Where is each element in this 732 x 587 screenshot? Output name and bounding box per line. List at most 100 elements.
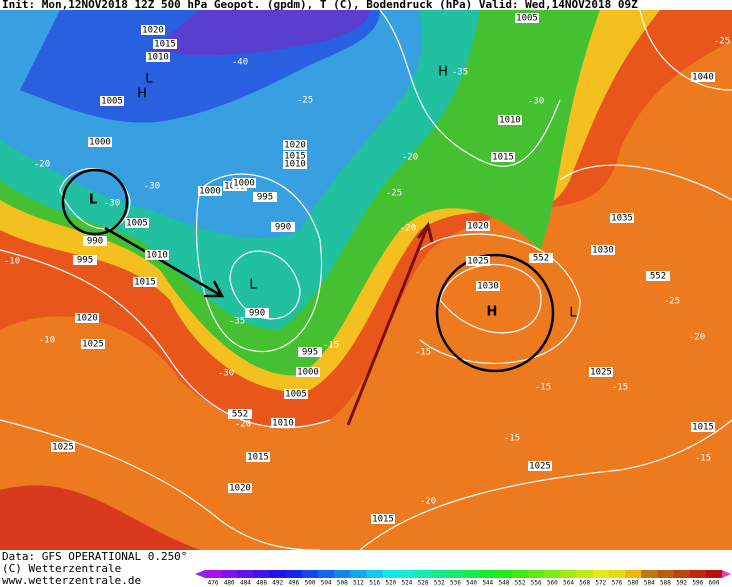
- isobar-label-bg: [253, 192, 277, 202]
- header-text: Init: Mon,12NOV2018 12Z 500 hPa Geopot. …: [2, 0, 638, 11]
- isobar-label: 990: [87, 237, 103, 247]
- colorbar-label: 496: [288, 580, 299, 587]
- field-orange: [0, 40, 732, 550]
- isobar-label-bg: [591, 245, 615, 255]
- colorbar-label: 508: [337, 580, 348, 587]
- temperature-label: -15: [415, 348, 431, 358]
- isobar-label: 1015: [247, 453, 269, 463]
- isobar: [379, 9, 561, 167]
- colorbar-swatch: [366, 570, 384, 578]
- isobar-label: 1020: [76, 314, 98, 324]
- isobar-label-bg: [146, 52, 170, 62]
- colorbar-label: 540: [466, 580, 477, 587]
- temperature-label: -20: [689, 333, 705, 343]
- isobar-label: 552: [650, 272, 666, 282]
- colorbar-label: 504: [321, 580, 332, 587]
- isobar: [0, 419, 321, 551]
- colorbar-label: 488: [256, 580, 267, 587]
- isobar-label: 1020: [142, 26, 164, 36]
- field-violet: [150, 10, 370, 56]
- colorbar-swatch: [447, 570, 464, 578]
- isobar-label-bg: [246, 452, 270, 462]
- isobar-label: 1035: [611, 214, 633, 224]
- temperature-label: -20: [400, 224, 416, 234]
- isobar: [419, 233, 581, 364]
- isobar-label: 552: [232, 410, 248, 420]
- black-arrow: [104, 226, 225, 298]
- colorbar-label: 560: [547, 580, 558, 587]
- isobar-label: 1005: [516, 14, 538, 24]
- isobar-label-bg: [88, 137, 112, 147]
- colorbar-swatch: [221, 570, 238, 578]
- colorbar-swatch: [576, 570, 594, 578]
- isobar: [195, 173, 322, 352]
- colorbar-swatch: [350, 570, 368, 578]
- isobar-label: 1005: [126, 219, 148, 229]
- isobar-label-bg: [491, 152, 515, 162]
- map-field: [0, 9, 732, 551]
- temperature-label: -25: [297, 96, 313, 106]
- isobar-label-bg: [141, 25, 165, 35]
- colorbar-swatch: [269, 570, 287, 578]
- colorbar-swatch: [689, 570, 707, 578]
- isobar-label: 1005: [285, 390, 307, 400]
- isobar-label: 1030: [592, 246, 614, 256]
- isobar-label: 1015: [284, 152, 306, 162]
- isobar-label-bg: [476, 281, 500, 291]
- colorbar-label: 576: [612, 580, 623, 587]
- colorbar-label: 568: [579, 580, 590, 587]
- temperature-label: -30: [104, 199, 120, 209]
- temperature-label: -30: [218, 369, 234, 379]
- colorbar-left-arrow: [195, 570, 205, 578]
- isobar-label: 995: [257, 193, 273, 203]
- colorbar-label: 492: [272, 580, 283, 587]
- isobar-label-bg: [75, 313, 99, 323]
- isobar-label-bg: [100, 96, 124, 106]
- isobar-label: 990: [275, 223, 291, 233]
- isobar-label-bg: [153, 39, 177, 49]
- isobar-label-bg: [284, 389, 308, 399]
- isobar-label-bg: [133, 277, 157, 287]
- isobar: [59, 168, 131, 230]
- colorbar-swatch: [237, 570, 254, 578]
- temperature-label: -25: [664, 297, 680, 307]
- temperature-label: -15: [504, 434, 520, 444]
- pressure-center: L: [569, 306, 577, 321]
- temperature-label: -25: [386, 189, 402, 199]
- isobar-label: 1025: [82, 340, 104, 350]
- colorbar-label: 596: [692, 580, 703, 587]
- colorbar-label: 544: [482, 580, 493, 587]
- colorbar: 476 480 484 488 492 496 500 504 508 512 516 520 524 5…: [195, 570, 731, 587]
- isobar: [439, 264, 542, 334]
- pressure-center: L: [89, 193, 97, 208]
- temperature-label: -15: [695, 454, 711, 464]
- isobar-label: 1015: [154, 40, 176, 50]
- colorbar-label: 588: [660, 580, 671, 587]
- isobar-label-bg: [298, 347, 322, 357]
- isobar-label-bg: [83, 236, 107, 246]
- isobar-label-bg: [73, 255, 97, 265]
- isobar-label: 1025: [52, 443, 74, 453]
- footer-source: Data: GFS OPERATIONAL 0.250°: [2, 550, 187, 563]
- colorbar-label: 556: [531, 580, 542, 587]
- isobar-label-bg: [371, 514, 395, 524]
- colorbar-swatch: [415, 570, 432, 578]
- map-labels: 1020101510101005100010051010101510201025…: [4, 13, 730, 525]
- isobar-label-bg: [646, 271, 670, 281]
- isobar-label-bg: [529, 253, 553, 263]
- colorbar-label: 564: [563, 580, 574, 587]
- low-circle: [61, 168, 129, 236]
- isobar-label: 1015: [134, 278, 156, 288]
- pressure-center: H: [438, 65, 448, 80]
- isobar-label: 1015: [692, 423, 714, 433]
- colorbar-label: 524: [402, 580, 413, 587]
- isobar-label: 1015: [372, 515, 394, 525]
- pressure-center: H: [487, 305, 498, 320]
- colorbar-swatch: [479, 570, 497, 578]
- isobar-label: 1025: [529, 462, 551, 472]
- colorbar-label: 580: [628, 580, 639, 587]
- colorbar-swatch: [528, 570, 545, 578]
- isobar-label-bg: [245, 308, 269, 318]
- isobar: [639, 9, 732, 91]
